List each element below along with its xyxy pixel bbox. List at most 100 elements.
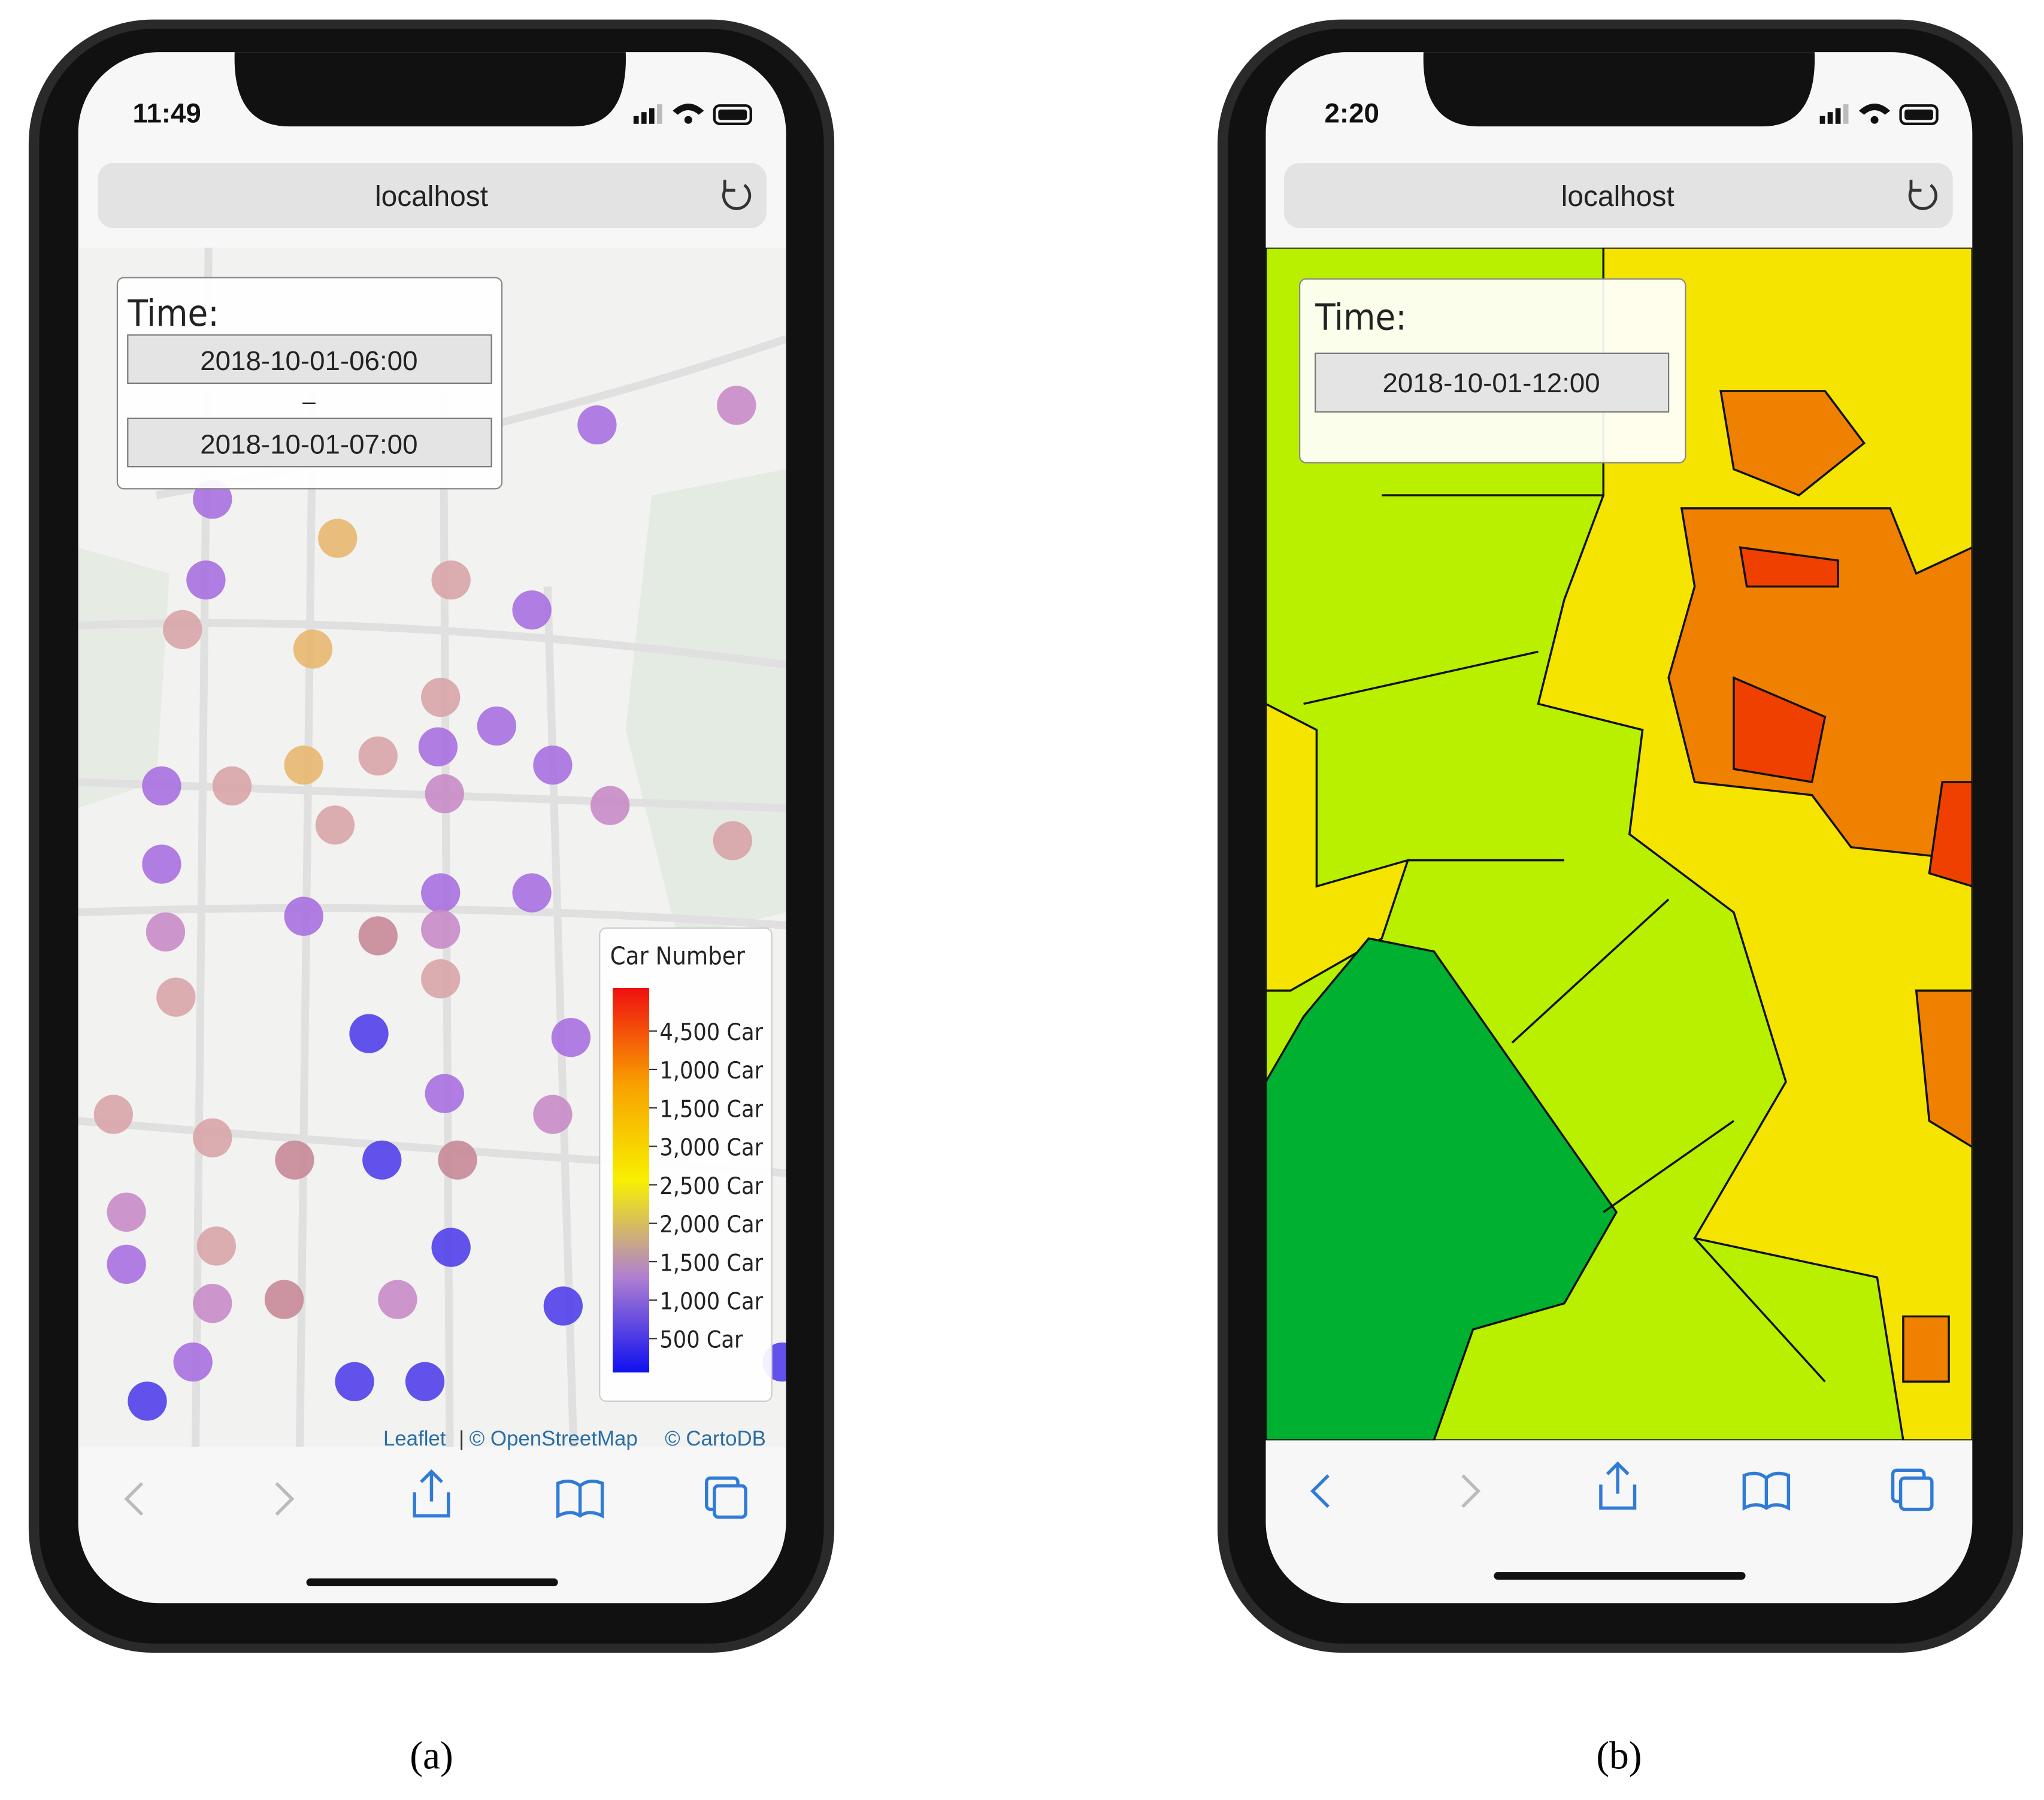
map-marker [713, 821, 752, 860]
forward[interactable] [275, 1482, 295, 1516]
legend-label: 500 Car [659, 1327, 743, 1354]
url: localhost [375, 181, 488, 213]
time-end: 2018-10-01-07:00 [200, 429, 417, 459]
region [1667, 507, 1973, 862]
toolbar [1310, 1461, 1934, 1511]
map-marker [107, 1244, 146, 1284]
share[interactable] [1599, 1461, 1637, 1510]
map-marker [212, 766, 252, 806]
status-time: 2:20 [1324, 98, 1379, 129]
map-marker [264, 1280, 304, 1319]
back[interactable] [124, 1482, 144, 1516]
map-marker [284, 896, 323, 936]
region [1265, 937, 1618, 1441]
map-marker [196, 1226, 236, 1266]
time-title: Time: [127, 292, 219, 335]
map-marker [533, 1095, 573, 1134]
region [1733, 546, 1973, 887]
map-marker [156, 977, 196, 1017]
toolbar [124, 1469, 747, 1519]
region [1902, 989, 1973, 1383]
map-marker [142, 766, 181, 806]
map-marker [421, 910, 461, 949]
attribution-osm[interactable]: © OpenStreetMap [470, 1427, 638, 1450]
map-marker [173, 1342, 213, 1382]
park [625, 469, 786, 939]
map-marker [543, 1286, 583, 1326]
legend-label: 2,000 Car [659, 1211, 763, 1238]
notch [1423, 52, 1815, 127]
map-marker [318, 519, 358, 558]
map-marker [425, 774, 464, 814]
boundary [1303, 494, 1826, 1383]
map-marker [551, 1017, 591, 1057]
map-marker [362, 1140, 402, 1180]
reload[interactable] [722, 180, 752, 210]
legend-label: 3,000 Car [659, 1135, 763, 1162]
map-marker [193, 480, 232, 519]
url-bar[interactable] [1284, 163, 1953, 228]
map-marker [93, 1095, 134, 1134]
legend-label: 2,500 Car [659, 1173, 763, 1200]
map-marker [163, 610, 202, 649]
map-marker [418, 727, 458, 766]
time-value: 2018-10-01-12:00 [1382, 368, 1600, 398]
legend-title: Car Number [610, 942, 746, 971]
map-marker [107, 1192, 146, 1232]
map-marker [421, 959, 461, 999]
map-marker [512, 873, 552, 913]
status-icons [1819, 104, 1939, 125]
map-marker [421, 873, 461, 913]
back[interactable] [1310, 1474, 1330, 1508]
bookmarks[interactable] [556, 1479, 604, 1519]
map-marker [315, 805, 355, 845]
map-marker [717, 386, 756, 425]
map-marker [405, 1362, 445, 1401]
map-marker [142, 844, 181, 884]
map-marker [293, 629, 333, 669]
time-field[interactable] [127, 334, 492, 384]
map-marker [421, 677, 461, 717]
legend-label: 1,000 Car [659, 1057, 763, 1084]
region [1265, 702, 1410, 992]
time-field[interactable] [1315, 352, 1670, 413]
time-title: Time: [1315, 296, 1406, 339]
forward[interactable] [1461, 1474, 1481, 1508]
map-marker [358, 736, 398, 776]
park [78, 547, 169, 808]
legend-label: 4,500 Car [659, 1019, 763, 1046]
phone-b: 2:20 localhost Time: 2018-10-01-12:00 [1217, 19, 2024, 1653]
map-marker [193, 1118, 232, 1157]
map-marker [438, 1140, 477, 1180]
url: localhost [1561, 181, 1674, 213]
region [1719, 390, 1866, 497]
share[interactable] [413, 1469, 450, 1518]
map-marker [431, 1228, 471, 1267]
map-marker [193, 1284, 232, 1323]
legend-label: 1,500 Car [659, 1096, 763, 1123]
attribution-leaflet[interactable]: Leaflet [383, 1427, 446, 1450]
attribution-carto[interactable]: © CartoDB [665, 1427, 766, 1450]
map-marker [431, 560, 471, 600]
reload[interactable] [1908, 180, 1937, 210]
map-marker [275, 1140, 314, 1180]
bookmarks[interactable] [1742, 1471, 1791, 1511]
map-marker [349, 1014, 389, 1053]
choropleth [1265, 247, 1973, 1441]
map-marker [378, 1280, 417, 1319]
home-indicator [1494, 1572, 1746, 1580]
map-marker [335, 1362, 374, 1401]
time-separator: – [302, 389, 316, 414]
caption: (a) [410, 1735, 453, 1778]
map-marker [425, 1074, 464, 1113]
home-indicator [306, 1578, 558, 1587]
map-marker [512, 590, 552, 630]
map-marker [533, 746, 573, 785]
caption: (b) [1596, 1735, 1642, 1778]
time-field[interactable] [127, 417, 492, 468]
legend-label: 1,500 Car [659, 1250, 763, 1277]
url-bar[interactable] [98, 163, 767, 228]
map-marker [128, 1381, 167, 1421]
map-marker [358, 916, 398, 956]
